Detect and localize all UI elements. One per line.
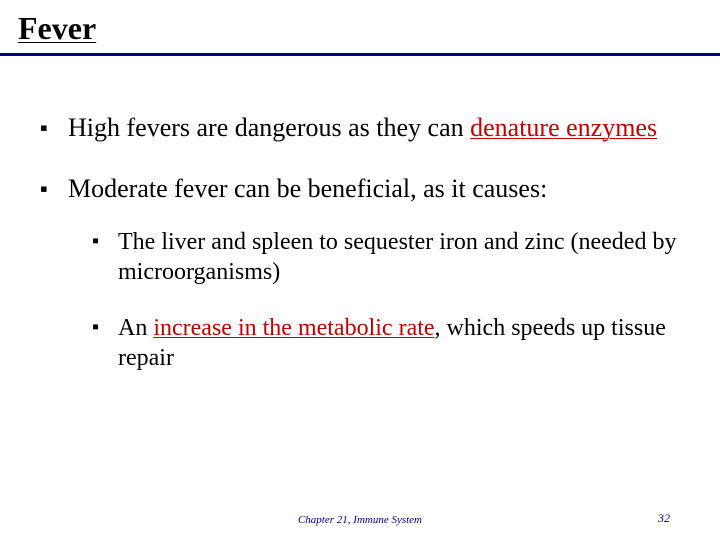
footer-chapter: Chapter 21, Immune System <box>0 514 720 526</box>
sub-bullet-item: An increase in the metabolic rate, which… <box>92 313 680 373</box>
title-underline-rule <box>0 53 720 56</box>
bullet-text-highlight: increase in the metabolic rate <box>153 315 434 341</box>
sub-bullet-item: The liver and spleen to sequester iron a… <box>92 227 680 287</box>
bullet-text-pre: Moderate fever can be beneficial, as it … <box>68 174 547 203</box>
bullet-text-highlight: denature enzymes <box>470 113 657 142</box>
bullet-item: High fevers are dangerous as they can de… <box>40 112 680 145</box>
sub-bullet-list: The liver and spleen to sequester iron a… <box>68 227 680 373</box>
bullet-text-pre: An <box>118 315 153 341</box>
bullet-item: Moderate fever can be beneficial, as it … <box>40 173 680 374</box>
slide-title: Fever <box>18 10 96 46</box>
slide-body: High fevers are dangerous as they can de… <box>0 64 720 373</box>
bullet-list: High fevers are dangerous as they can de… <box>40 112 680 373</box>
slide: Fever High fevers are dangerous as they … <box>0 0 720 540</box>
bullet-text-pre: High fevers are dangerous as they can <box>68 113 470 142</box>
bullet-text-pre: The liver and spleen to sequester iron a… <box>118 229 676 285</box>
title-region: Fever <box>0 0 720 47</box>
page-number: 32 <box>658 511 670 526</box>
